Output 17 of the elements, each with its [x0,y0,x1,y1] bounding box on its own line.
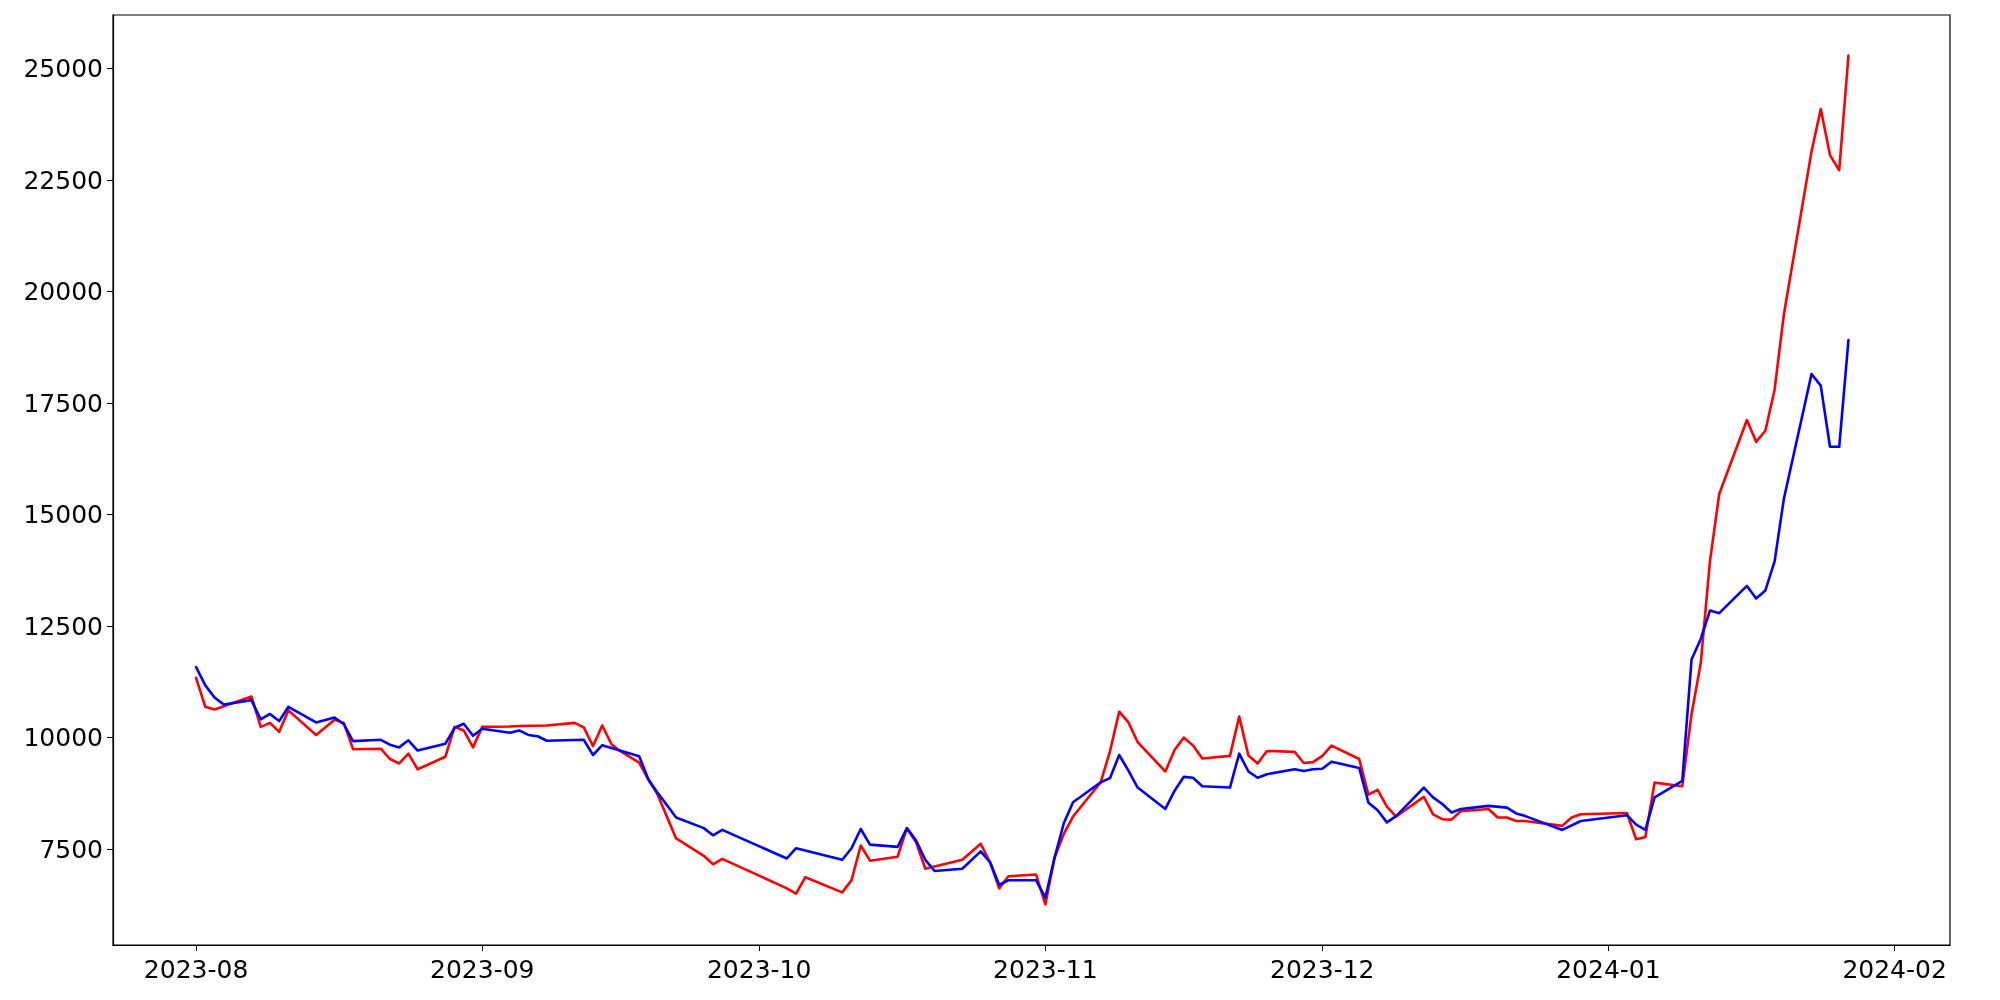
y-tick-label: 7500 [39,834,103,864]
line-series [194,338,1850,900]
y-tick-label: 25000 [23,54,103,84]
y-tick-label: 22500 [23,165,103,195]
y-tick-label: 20000 [23,277,103,307]
x-tick-label: 2023-11 [993,955,1098,984]
x-tick-label: 2024-01 [1556,955,1661,984]
x-tick-label: 2024-02 [1842,955,1947,984]
line-series [194,54,1850,906]
y-tick-label: 15000 [23,500,103,530]
y-tick-label: 10000 [23,723,103,753]
x-tick-label: 2023-09 [430,955,535,984]
x-tick-label: 2023-12 [1270,955,1375,984]
x-tick-label: 2023-08 [143,955,249,984]
x-tick-label: 2023-10 [706,955,812,984]
y-tick-label: 17500 [23,388,103,418]
y-tick-label: 12500 [23,611,103,641]
